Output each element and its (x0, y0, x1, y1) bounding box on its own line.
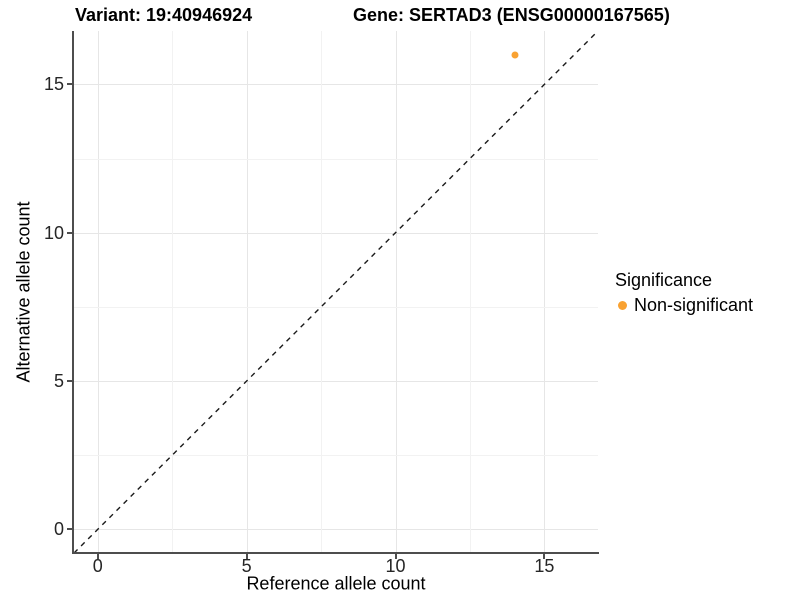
y-tick-label: 15 (43, 74, 64, 95)
y-axis-tick (67, 231, 72, 234)
x-major-gridline (97, 31, 99, 553)
x-axis-tick (394, 554, 397, 559)
y-axis-title: Alternative allele count (13, 201, 34, 383)
x-major-gridline (544, 31, 546, 553)
data-point (511, 51, 519, 59)
x-major-gridline (246, 31, 248, 553)
x-minor-gridline (321, 31, 323, 553)
plot-title-variant: Variant: 19:40946924 (75, 5, 253, 25)
x-axis-title: Reference allele count (246, 573, 426, 594)
plot-title-gene: Gene: SERTAD3 (ENSG00000167565) (353, 5, 670, 25)
y-major-gridline (74, 529, 598, 531)
legend-label: Non-significant (634, 295, 754, 315)
y-minor-gridline (74, 306, 598, 308)
y-axis-tick (67, 528, 72, 531)
x-minor-gridline (469, 31, 471, 553)
x-axis-tick (245, 554, 248, 559)
x-axis-tick (96, 554, 99, 559)
y-tick-label: 0 (53, 519, 64, 540)
legend-title: Significance (615, 270, 713, 290)
legend-point-swatch (618, 300, 627, 310)
x-axis-tick (543, 554, 546, 559)
y-tick-label: 5 (53, 370, 64, 391)
plot-panel (74, 31, 598, 553)
x-tick-label: 5 (241, 556, 252, 576)
x-tick-label: 15 (534, 556, 555, 576)
y-major-gridline (74, 232, 598, 234)
y-minor-gridline (74, 158, 598, 160)
x-minor-gridline (172, 31, 174, 553)
x-tick-label: 10 (385, 556, 406, 576)
y-axis-tick (67, 379, 72, 382)
y-major-gridline (74, 380, 598, 382)
y-axis-tick (67, 83, 72, 86)
x-tick-label: 0 (92, 556, 103, 576)
y-minor-gridline (74, 455, 598, 457)
y-tick-label: 10 (43, 222, 64, 243)
legend-item: Non-significant (615, 294, 795, 316)
y-major-gridline (74, 84, 598, 86)
identity-line (74, 31, 598, 553)
x-major-gridline (395, 31, 397, 553)
x-axis-line (72, 552, 599, 554)
legend: Significance Non-significant (615, 269, 795, 316)
y-axis-line (72, 31, 74, 554)
